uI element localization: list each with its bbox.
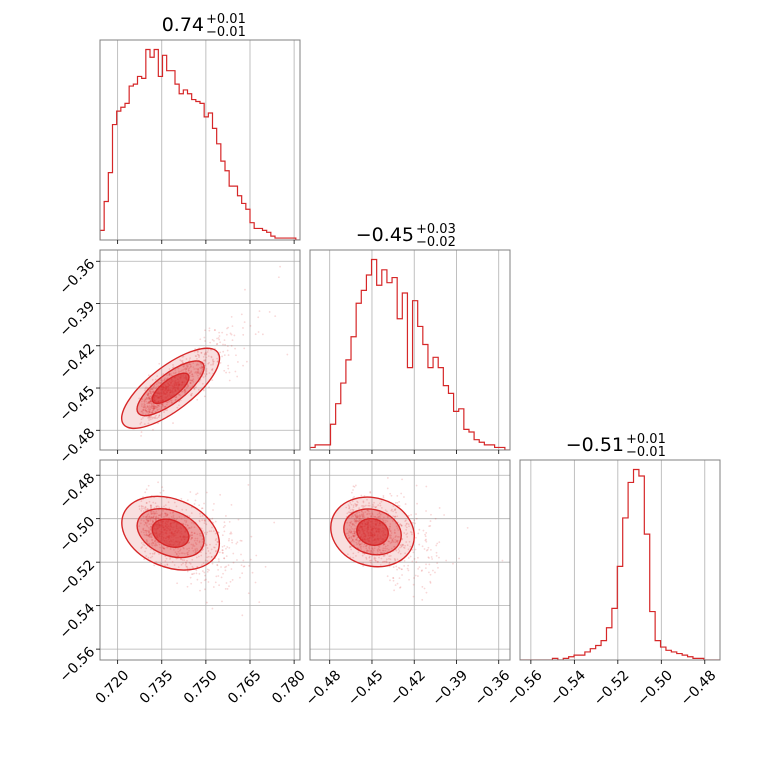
param-title-upper-2: +0.01 xyxy=(626,432,666,447)
y-tick-label-1-0: −0.48 xyxy=(57,425,99,467)
hist-line-1 xyxy=(310,258,510,450)
contour-1-0-2 xyxy=(151,372,190,405)
y-tick-label-2-2: −0.52 xyxy=(57,557,99,599)
panel-2-0 xyxy=(96,459,301,664)
param-title-value-1: −0.45 xyxy=(356,224,414,246)
y-tick-label-2-4: −0.48 xyxy=(57,470,99,512)
param-title-lower-1: −0.02 xyxy=(416,235,456,250)
x-tick-label-1-2: −0.42 xyxy=(387,667,429,709)
param-title-lower-2: −0.01 xyxy=(626,445,666,460)
panel-frame-2-2 xyxy=(519,459,721,661)
hist-line-0 xyxy=(100,48,300,240)
panel-2-2 xyxy=(519,459,721,664)
x-tick-label-0-4: 0.780 xyxy=(269,667,309,707)
y-tick-label-2-3: −0.50 xyxy=(57,514,99,556)
hist-line-2 xyxy=(520,468,720,660)
x-tick-label-1-1: −0.45 xyxy=(345,667,387,709)
param-title-value-2: −0.51 xyxy=(566,434,624,456)
x-tick-label-2-0: −0.56 xyxy=(504,667,546,709)
x-tick-label-0-1: 0.735 xyxy=(137,667,177,707)
contour-2-1-2 xyxy=(356,517,389,546)
panel-1-1 xyxy=(309,249,511,454)
y-tick-label-1-1: −0.45 xyxy=(57,383,99,425)
y-tick-label-1-2: −0.42 xyxy=(57,341,99,383)
panel-frame-2-1 xyxy=(309,459,511,661)
param-title-1: −0.45 +0.03−0.02 xyxy=(356,222,456,250)
x-tick-label-0-3: 0.765 xyxy=(225,667,265,707)
param-title-0: 0.74 +0.01−0.01 xyxy=(162,12,246,40)
param-title-2: −0.51 +0.01−0.01 xyxy=(566,432,666,460)
param-title-value-0: 0.74 xyxy=(162,14,204,36)
x-tick-label-2-4: −0.48 xyxy=(678,667,720,709)
panel-1-0 xyxy=(96,249,301,454)
y-tick-label-2-1: −0.54 xyxy=(57,601,99,643)
param-title-upper-0: +0.01 xyxy=(206,12,246,27)
panel-frame-2-0 xyxy=(99,459,301,661)
x-tick-label-2-2: −0.52 xyxy=(591,667,633,709)
panel-2-1 xyxy=(309,459,511,664)
x-tick-label-1-4: −0.36 xyxy=(472,667,514,709)
x-tick-label-1-0: −0.48 xyxy=(303,667,345,709)
y-tick-label-1-3: −0.39 xyxy=(57,299,99,341)
x-tick-label-2-1: −0.54 xyxy=(547,667,589,709)
param-title-upper-1: +0.03 xyxy=(416,222,456,237)
contour-2-0-2 xyxy=(151,518,190,548)
panel-frame-0-0 xyxy=(99,39,301,241)
x-tick-label-2-3: −0.50 xyxy=(634,667,676,709)
panel-frame-1-0 xyxy=(99,249,301,451)
x-tick-label-1-3: −0.39 xyxy=(430,667,472,709)
param-title-lower-0: −0.01 xyxy=(206,25,246,40)
y-tick-label-2-0: −0.56 xyxy=(57,644,99,686)
x-tick-label-0-0: 0.720 xyxy=(93,667,133,707)
x-tick-label-0-2: 0.750 xyxy=(181,667,221,707)
y-tick-label-1-4: −0.36 xyxy=(57,256,99,298)
panel-frame-1-1 xyxy=(309,249,511,451)
panel-0-0 xyxy=(99,39,301,244)
